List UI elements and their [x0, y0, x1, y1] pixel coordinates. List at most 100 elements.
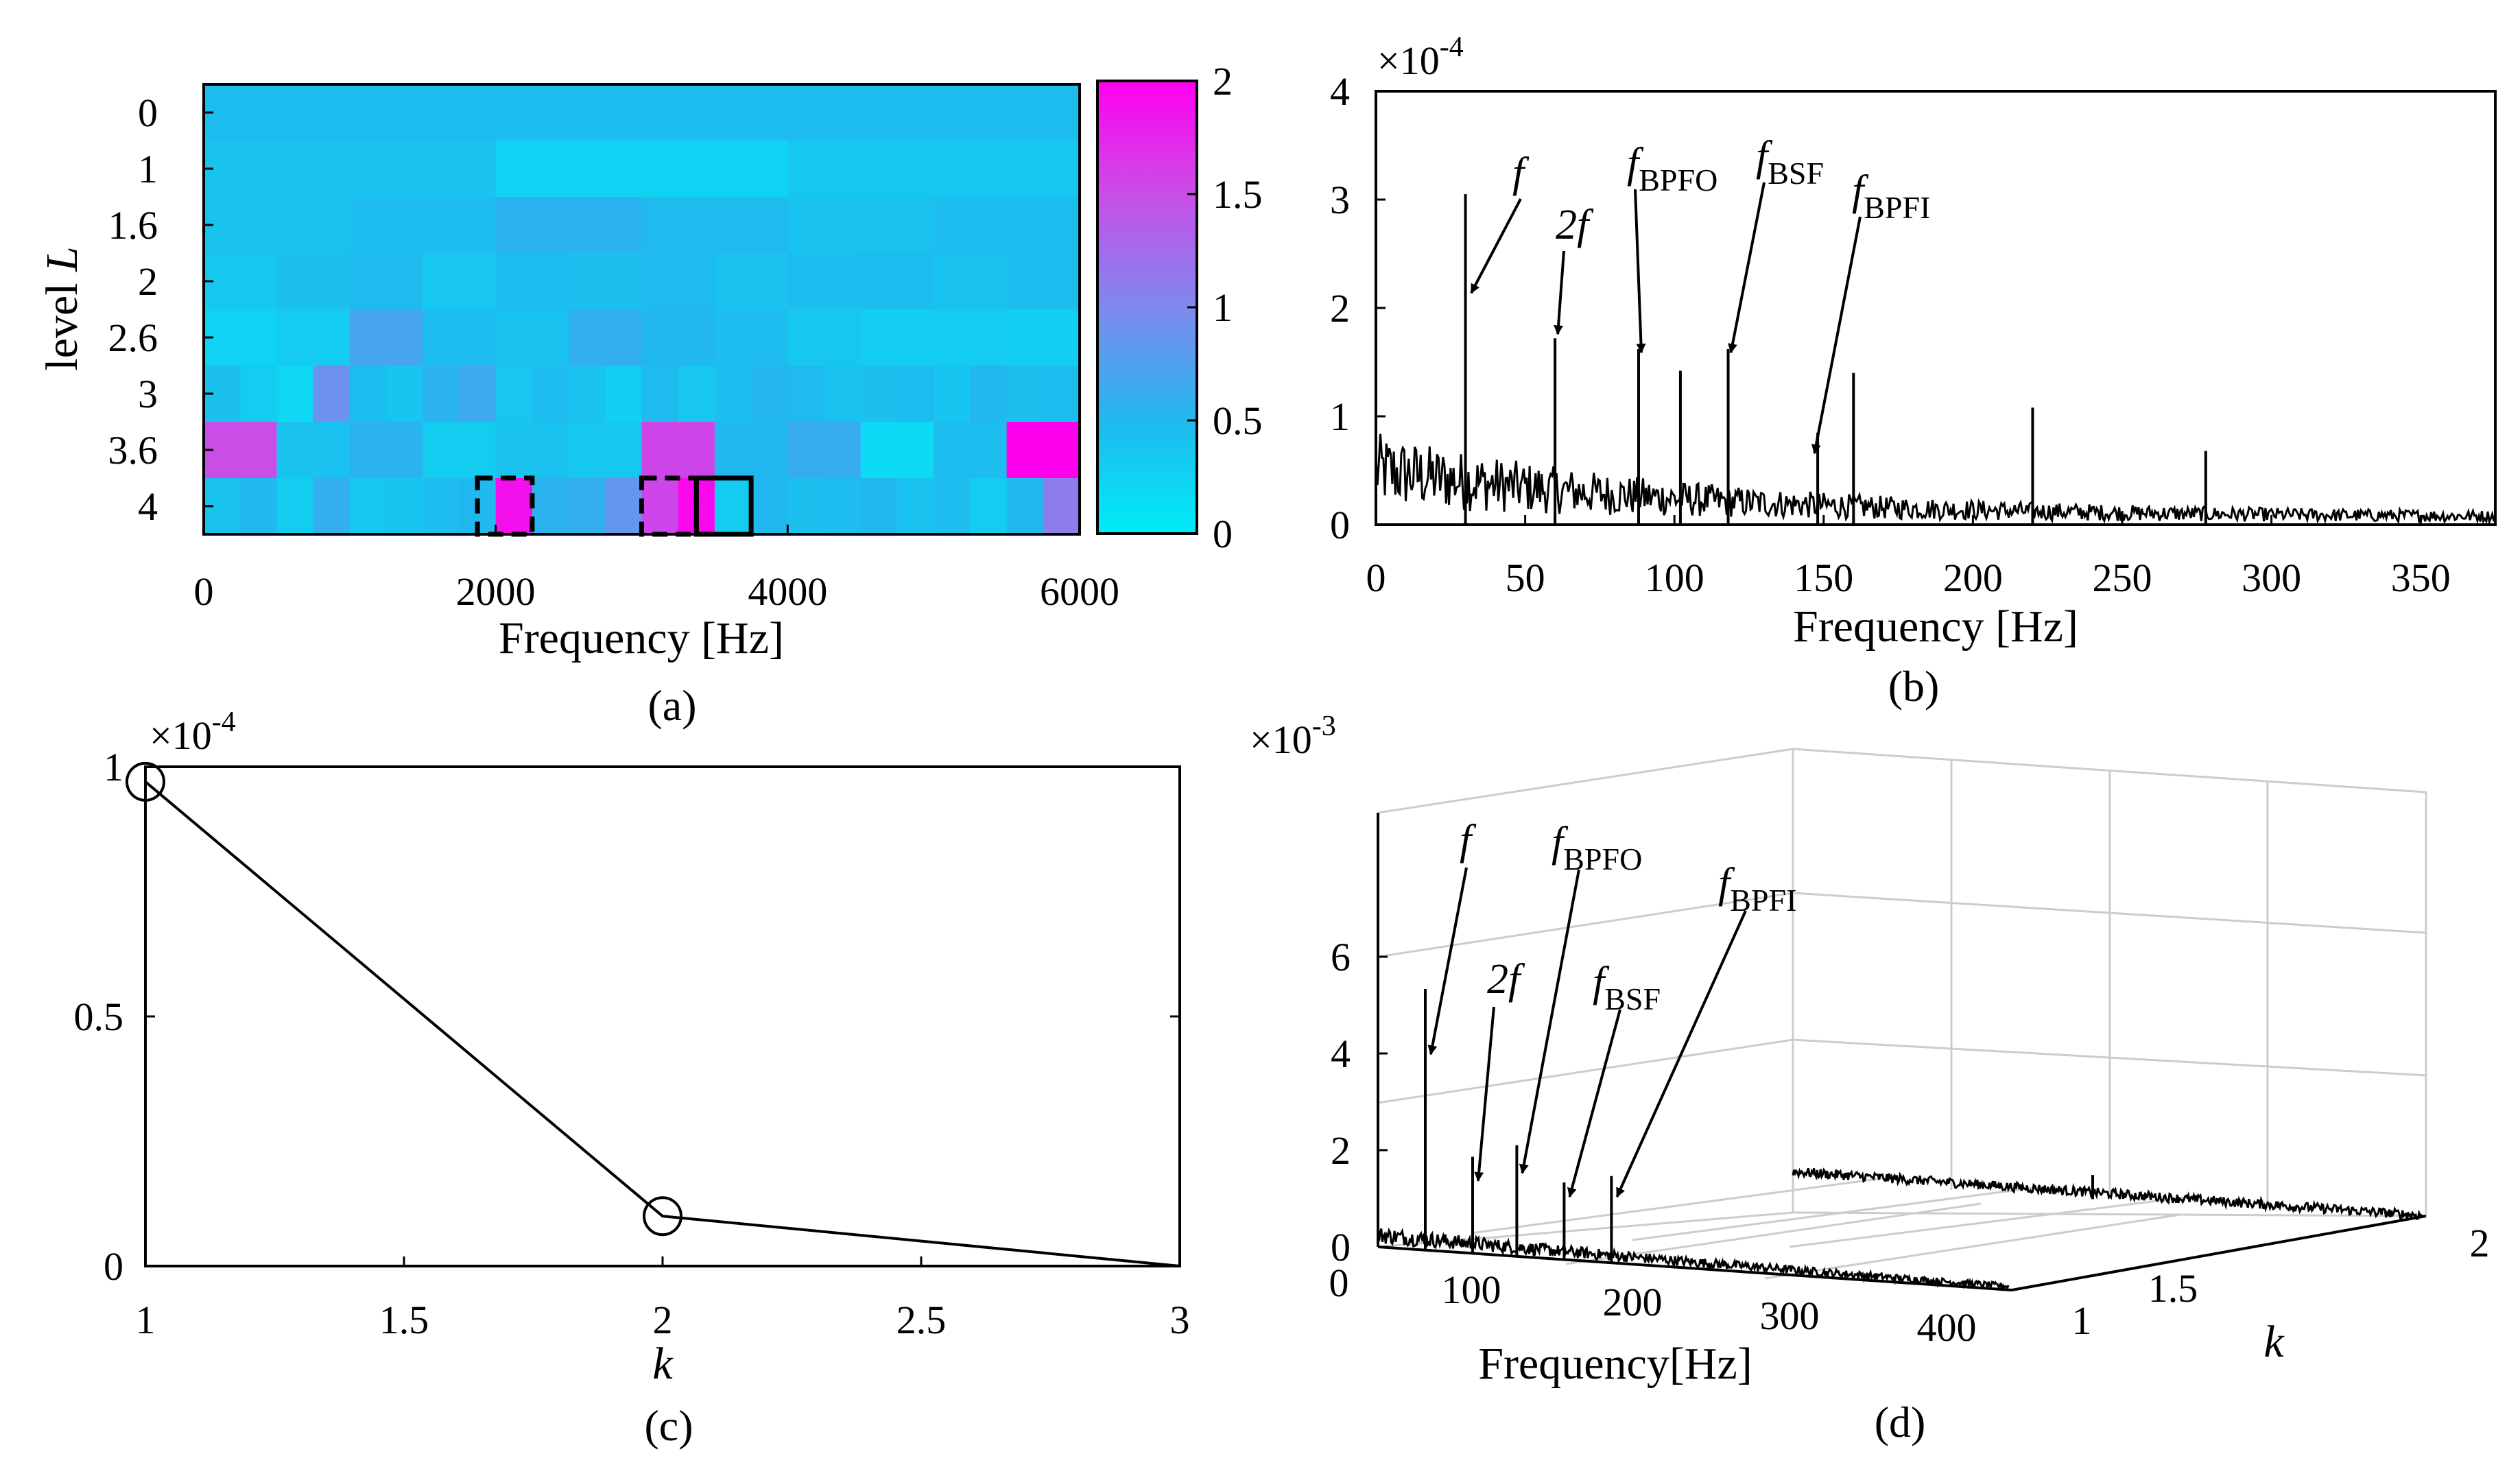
y-multiplier: ×10-4 — [150, 706, 236, 758]
annotation-arrow — [1615, 910, 1747, 1198]
heatmap-cell — [860, 253, 934, 310]
heatmap-cell — [423, 309, 497, 366]
colorbar-tick-label: 0.5 — [1213, 398, 1263, 443]
heatmap-cell — [495, 366, 533, 422]
annotation-arrow — [1474, 1006, 1495, 1182]
heatmap-cell — [276, 253, 350, 310]
annotation-arrow — [1427, 867, 1468, 1056]
heatmap-cell — [349, 366, 387, 422]
colorbar-ticks: 0 0.5 1 1.5 2 — [1187, 59, 1263, 556]
x-tick-label: 0 — [194, 569, 214, 614]
annotation-arrow — [1811, 216, 1862, 455]
panel-c-curve: 00.51 1 1.5 2 2.5 3 ×10-4 k (c) — [74, 706, 1190, 1450]
peak-annotation: fBPFO — [1627, 140, 1717, 198]
k-tick-label: 2 — [2470, 1221, 2490, 1265]
z-tick-label: 2 — [1331, 1128, 1351, 1173]
heatmap-cell — [824, 478, 861, 535]
x-tick-label: 300 — [2242, 556, 2301, 600]
x-tick-label: 3 — [1170, 1298, 1190, 1342]
heatmap-cell — [204, 309, 278, 366]
plot-frame — [1375, 90, 2497, 526]
annotation-arrow — [1634, 189, 1646, 354]
heatmap-cell — [532, 366, 569, 422]
y-tick-label: 2.6 — [108, 315, 158, 360]
heatmap-cell — [349, 422, 423, 479]
peak-annotation: fBSF — [1756, 133, 1824, 191]
heatmap-cell — [787, 253, 861, 310]
heatmap-cell — [1006, 422, 1080, 479]
waterfall-line — [1792, 1167, 2425, 1221]
y-tick-label: 0 — [104, 1244, 123, 1289]
y-ticks: 0 1 1.6 2 2.6 3 3.6 4 — [108, 91, 213, 529]
x-tick-label: 250 — [2093, 556, 2152, 600]
heatmap-cell — [240, 478, 278, 535]
peak-annotation: 2f — [1487, 956, 1525, 1003]
x-axis-label: k — [652, 1339, 674, 1389]
3d-axes — [1377, 813, 2427, 1291]
heatmap-cell — [787, 309, 861, 366]
x-ticks: 0 50 100 150 200 250 300 350 — [1366, 515, 2451, 600]
heatmap-cell — [495, 197, 643, 254]
caption-c: (c) — [644, 1401, 693, 1450]
annotation-arrow — [1519, 869, 1580, 1174]
heatmap-cell — [569, 309, 643, 366]
heatmap-cell — [386, 478, 423, 535]
heatmap-cell — [860, 422, 934, 479]
x-tick-label: 2000 — [456, 569, 536, 614]
y-tick-label: 1.6 — [108, 203, 158, 248]
heatmap-cell — [970, 366, 1008, 422]
curve-line — [144, 780, 1180, 1267]
heatmap-cell — [605, 366, 643, 422]
heatmap-cell — [569, 366, 606, 422]
heatmap-cell — [349, 478, 387, 535]
heatmap-cell — [641, 197, 788, 254]
heatmap-cell — [495, 309, 569, 366]
z-tick-label: 0 — [1331, 1225, 1351, 1270]
x-tick-label: 0 — [1329, 1261, 1349, 1305]
heatmap-cell — [860, 309, 934, 366]
x-tick-label: 300 — [1760, 1294, 1820, 1338]
heatmap-cell — [641, 253, 715, 310]
heatmap-cell — [569, 422, 643, 479]
heatmap-cell — [787, 197, 934, 254]
heatmap-cell — [313, 366, 350, 422]
colorbar: 0 0.5 1 1.5 2 — [1096, 59, 1263, 556]
heatmap-cell — [204, 84, 1080, 141]
heatmap-cell — [204, 141, 497, 198]
heatmap-cell — [641, 422, 715, 479]
x-tick-label: 150 — [1794, 556, 1853, 600]
peak-annotations: f 2f fBPFO fBSF fBPFI — [1427, 817, 1796, 1198]
caption-a: (a) — [647, 681, 696, 730]
annotation-arrow — [1470, 198, 1522, 294]
x-tick-label: 1 — [136, 1298, 156, 1342]
heatmap-cell — [495, 478, 533, 535]
x-tick-label: 400 — [1917, 1305, 1977, 1350]
heatmap-cell — [714, 253, 788, 310]
peak-annotations: f 2f fBPFO fBSF fBPFI — [1470, 133, 1930, 455]
heatmap-cell — [1006, 478, 1044, 535]
heatmap-frame — [202, 83, 1081, 536]
k-tick-label: 1.5 — [2148, 1266, 2198, 1311]
heatmap-cell — [1006, 366, 1044, 422]
annotation-arrow — [1728, 182, 1766, 354]
heatmap-cell — [934, 253, 1008, 310]
heatmap-cell — [824, 366, 861, 422]
x-axis-label: Frequency[Hz] — [1478, 1339, 1752, 1389]
x-tick-label: 200 — [1603, 1280, 1663, 1324]
k-ticks: 11.52 — [2072, 1221, 2490, 1343]
heatmap-cell — [276, 422, 350, 479]
annotation-arrow — [1554, 250, 1565, 335]
heatmap-cell — [495, 422, 569, 479]
x-tick-label: 1.5 — [379, 1298, 429, 1342]
heatmap-cell — [714, 422, 788, 479]
heatmap-cell — [276, 366, 314, 422]
y-tick-label: 0.5 — [74, 994, 124, 1039]
caption-b: (b) — [1888, 662, 1940, 711]
heatmap-cell — [386, 366, 423, 422]
y-multiplier: ×10-4 — [1377, 32, 1464, 83]
x-tick-label: 50 — [1506, 556, 1545, 600]
panel-a-heatmap: 0 1 1.6 2 2.6 3 3.6 4 0 2000 4000 6000 Frequency [… — [37, 59, 1263, 730]
heatmap-cell — [1006, 253, 1080, 310]
